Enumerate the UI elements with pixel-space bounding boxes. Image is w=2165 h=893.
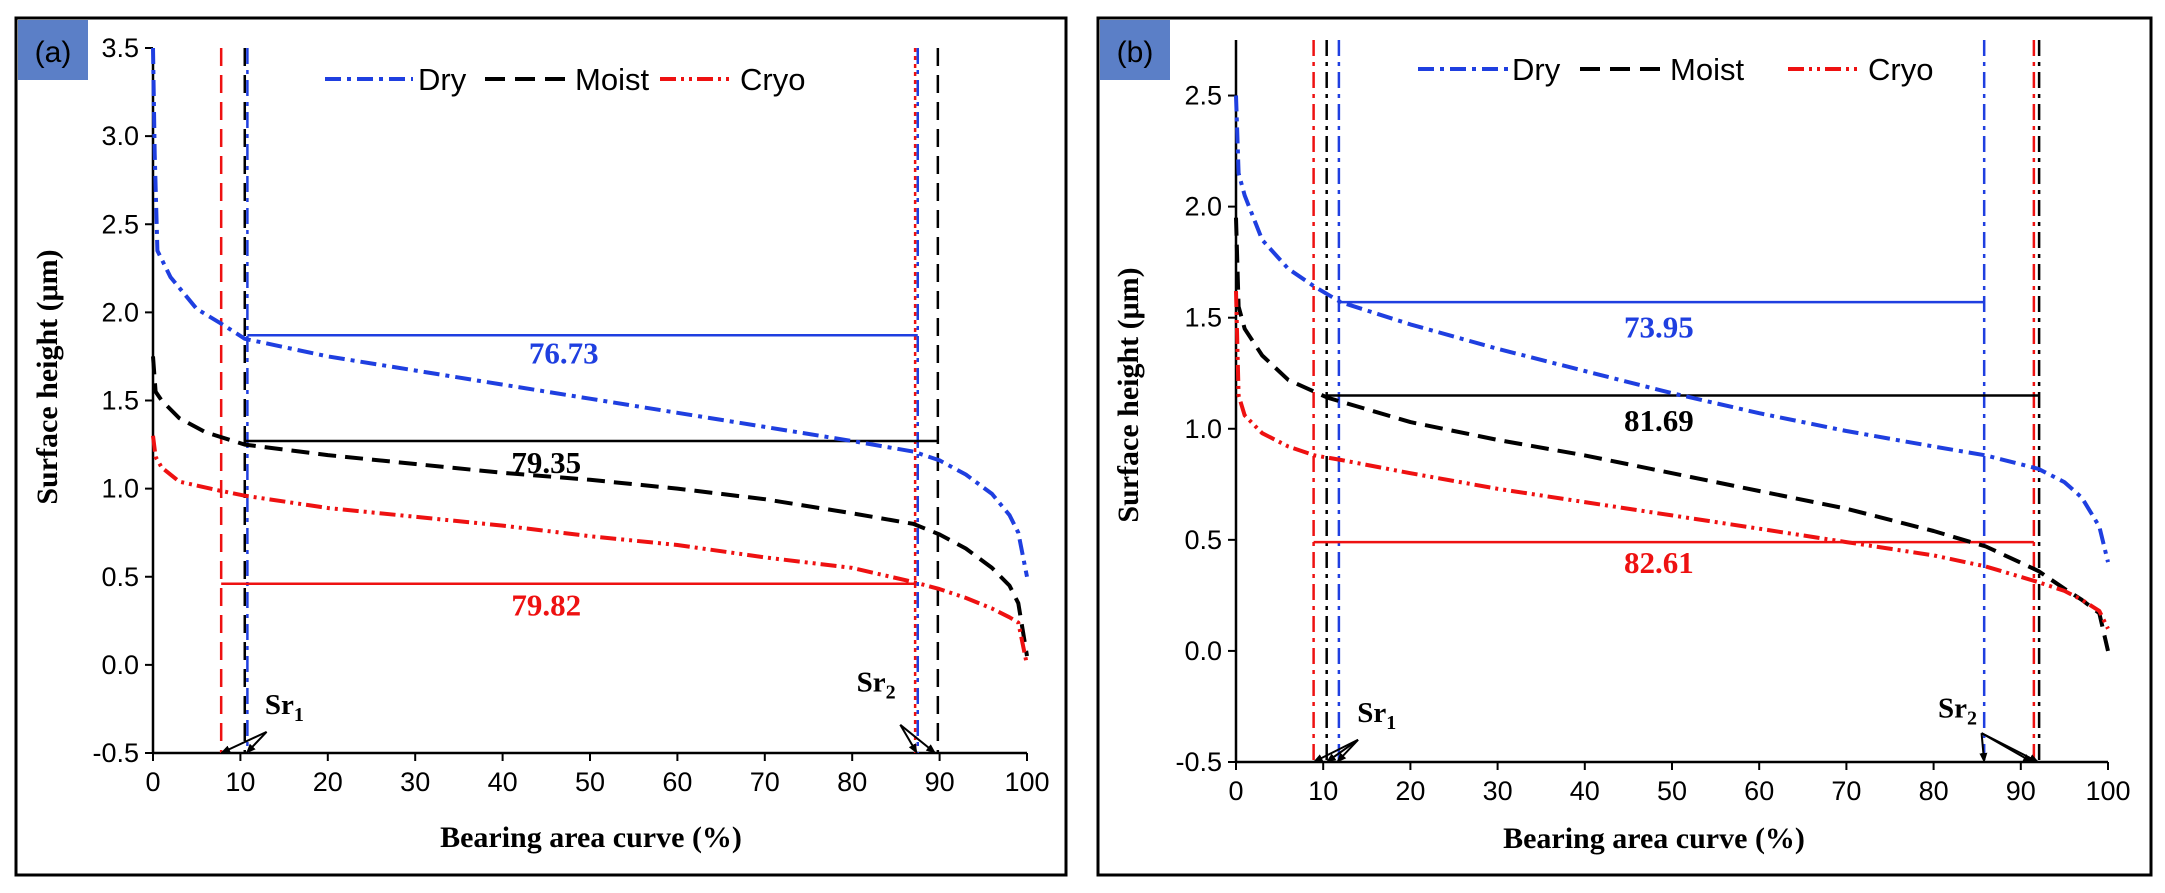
span-label: 79.82 — [511, 588, 581, 623]
annotation-arrow — [220, 730, 268, 754]
panel-b-xlabel: Bearing area curve (%) — [1503, 822, 1805, 855]
y-tick-label: 0.5 — [101, 562, 139, 592]
x-tick-label: 40 — [488, 767, 518, 797]
x-tick-label: 20 — [313, 767, 343, 797]
legend-cryo-label: Cryo — [740, 62, 805, 97]
y-tick-label: -0.5 — [1175, 747, 1222, 777]
x-tick-label: 0 — [145, 767, 160, 797]
x-tick-label: 30 — [400, 767, 430, 797]
panel-b-border — [1096, 16, 2153, 877]
annotation-label: Sr1 — [1357, 697, 1396, 734]
series-cryo-line — [151, 435, 1029, 666]
panel-a-border — [14, 16, 1068, 877]
series-dry-line — [1234, 95, 2110, 563]
y-tick-label: 1.5 — [1184, 303, 1222, 333]
panel-b-label-box — [1100, 20, 1170, 80]
annotation-arrow — [1312, 738, 1359, 763]
x-tick-label: 0 — [1228, 776, 1243, 806]
x-tick-label: 40 — [1570, 776, 1600, 806]
y-tick-label: 0.0 — [101, 650, 139, 680]
annotation-arrow — [245, 731, 268, 754]
x-tick-label: 90 — [2006, 776, 2036, 806]
y-tick-label: 2.5 — [101, 209, 139, 239]
x-tick-label: 10 — [1308, 776, 1338, 806]
x-tick-label: 30 — [1483, 776, 1513, 806]
series-moist-line — [151, 356, 1029, 657]
y-tick-label: 3.5 — [101, 33, 139, 63]
annotation-subscript: 2 — [886, 681, 896, 703]
y-tick-label: 0.0 — [1184, 636, 1222, 666]
span-label: 81.69 — [1624, 403, 1694, 438]
panel-a-label: (a) — [35, 36, 72, 69]
series-moist-line — [1234, 217, 2110, 652]
y-tick-label: -0.5 — [92, 738, 139, 768]
y-tick-label: 3.0 — [101, 121, 139, 151]
panel-b-label: (b) — [1117, 36, 1154, 69]
panel-b-legend: Dry Moist Cryo — [1418, 52, 1933, 87]
legend-moist-label: Moist — [1670, 52, 1744, 87]
annotation-arrow — [1325, 738, 1359, 763]
x-tick-label: 70 — [750, 767, 780, 797]
x-tick-label: 80 — [1919, 776, 1949, 806]
x-tick-label: 80 — [837, 767, 867, 797]
annotation-label: Sr2 — [857, 666, 896, 703]
panel-a-label-box — [18, 20, 88, 80]
panel-b-ylabel: Surface height (μm) — [1112, 267, 1145, 522]
x-tick-label: 10 — [225, 767, 255, 797]
annotation-label: Sr1 — [265, 689, 304, 726]
panel-a-xlabel: Bearing area curve (%) — [440, 821, 742, 854]
x-tick-label: 20 — [1395, 776, 1425, 806]
annotation-arrow — [899, 724, 918, 754]
panel-a: (a) 0 10 20 30 40 50 60 70 80 90 100 -0.5 0.0 0.5 1.0 1… — [14, 16, 1068, 877]
annotation-arrow — [1979, 733, 1988, 763]
y-tick-label: 0.5 — [1184, 525, 1222, 555]
y-tick-label: 1.0 — [101, 474, 139, 504]
series-dry-line — [151, 47, 1029, 578]
annotation-arrow — [1981, 732, 2040, 763]
annotation-label: Sr2 — [1938, 693, 1977, 730]
annotation-arrow — [1336, 739, 1359, 763]
legend-dry-label: Dry — [1512, 52, 1561, 87]
annotation-subscript: 2 — [1967, 708, 1977, 730]
series-cryo-line — [1234, 290, 2110, 630]
panel-a-legend: Dry Moist Cryo — [325, 62, 805, 97]
legend-dry-label: Dry — [418, 62, 467, 97]
panel-a-ylabel: Surface height (μm) — [31, 249, 64, 504]
annotation-subscript: 1 — [1386, 712, 1396, 734]
x-tick-label: 60 — [662, 767, 692, 797]
panel-b-plot: 0 10 20 30 40 50 60 70 80 90 100 -0.5 0.0 0.5 1.0 1.5 2.… — [1175, 40, 2131, 806]
x-tick-label: 50 — [1657, 776, 1687, 806]
panel-b: (b) 0 10 20 30 40 50 60 70 80 90 100 -0.5 0.0 0.5 1.0 1… — [1096, 16, 2153, 877]
x-tick-label: 90 — [925, 767, 955, 797]
y-tick-label: 2.5 — [1184, 81, 1222, 111]
y-tick-label: 1.5 — [101, 386, 139, 416]
x-tick-label: 100 — [2085, 776, 2130, 806]
span-label: 73.95 — [1624, 310, 1694, 345]
y-tick-label: 2.0 — [101, 297, 139, 327]
y-tick-label: 2.0 — [1184, 192, 1222, 222]
x-tick-label: 50 — [575, 767, 605, 797]
panel-a-plot: 0 10 20 30 40 50 60 70 80 90 100 -0.5 0.0 0.5 1.0 1.5 2.… — [92, 33, 1049, 797]
annotation-arrow — [899, 724, 937, 754]
span-label: 76.73 — [529, 335, 599, 370]
y-tick-label: 1.0 — [1184, 414, 1222, 444]
x-tick-label: 100 — [1004, 767, 1049, 797]
legend-moist-label: Moist — [575, 62, 649, 97]
legend-cryo-label: Cryo — [1868, 52, 1933, 87]
x-tick-label: 70 — [1831, 776, 1861, 806]
annotation-subscript: 1 — [294, 704, 304, 726]
span-label: 82.61 — [1624, 545, 1694, 580]
x-tick-label: 60 — [1744, 776, 1774, 806]
